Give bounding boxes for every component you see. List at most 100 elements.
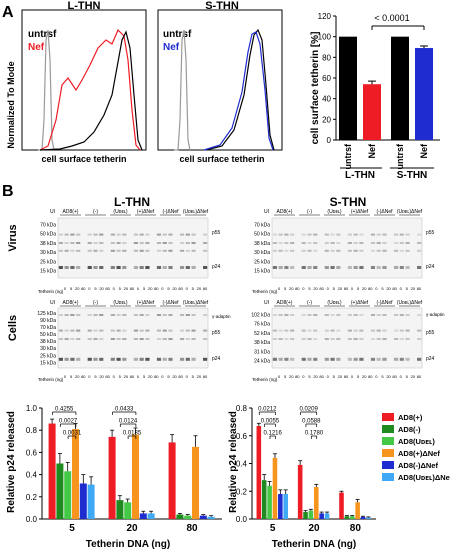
lane-dose-label: 5: [94, 374, 97, 379]
blot-band: [110, 249, 115, 252]
blot-band: [191, 314, 196, 316]
lane-group-label: (Uᴅᴇʟ): [113, 209, 128, 215]
flow-left-isotype-curve: [38, 29, 55, 151]
blot-band: [353, 329, 358, 332]
lane-dose-label: 0: [327, 374, 330, 379]
blot-band: [185, 233, 190, 236]
bar: [363, 84, 381, 140]
bar: [303, 512, 308, 519]
blot-band: [122, 357, 127, 361]
pvalue-label: 0.4255: [55, 407, 74, 413]
blot-band: [284, 233, 289, 236]
blot-band: [76, 338, 81, 340]
blot-membrane: [271, 307, 423, 369]
lane-group-label: (+)ΔNef: [137, 300, 155, 306]
blot-band: [93, 357, 98, 361]
pvalue-label: 0.0031: [63, 431, 82, 437]
blot-band: [324, 329, 329, 332]
blot-band: [336, 338, 341, 340]
blot-band: [307, 314, 312, 316]
blot-band: [405, 266, 410, 269]
blot-band: [64, 233, 69, 236]
flow-right-nef-curve: [203, 31, 274, 151]
blot-band: [110, 329, 115, 332]
lane-dose-label: 20: [172, 374, 177, 379]
blot-band: [116, 338, 121, 340]
legend-label: AD8(-)ΔNef: [398, 461, 438, 470]
blot-band: [64, 266, 69, 269]
lane-dose-label: 0: [278, 374, 281, 379]
x-tick-label: 5: [69, 523, 75, 534]
lane-group-label: (Uᴅᴇʟ)ΔNef: [397, 300, 423, 306]
lane-dose-label: 20: [386, 286, 391, 291]
flow-right-legend-untrsf: untrsf: [163, 29, 192, 40]
blot-band: [156, 338, 162, 340]
blot-band: [139, 249, 144, 252]
bar: [267, 485, 272, 519]
lane-dose-label: 80: [130, 286, 135, 291]
category-label: untrsf: [343, 143, 353, 170]
blot-band: [382, 314, 387, 316]
blot-band: [307, 329, 312, 332]
lane-dose-label: 0: [137, 374, 140, 379]
blot-band: [353, 314, 358, 316]
bar: [184, 515, 192, 519]
blot-band: [162, 329, 167, 332]
pvalue-label: 0.0055: [261, 419, 280, 425]
bar: [199, 515, 207, 519]
lane-dose-label: 80: [154, 374, 159, 379]
blot-membrane: [57, 217, 209, 279]
blot-band: [133, 242, 138, 244]
blot-band: [272, 314, 277, 316]
y-tick-label: 0: [327, 136, 332, 145]
y-tick-label: 120: [318, 12, 332, 21]
blot-band: [353, 338, 358, 340]
band-label-p55: p55: [426, 330, 435, 336]
tetherin-ng-label: Tetherin (ng): [252, 289, 278, 294]
lane-dose-label: 5: [192, 286, 195, 291]
kda-marker: 25 kDa: [254, 259, 270, 265]
blot-band: [203, 329, 208, 332]
lane-dose-label: 80: [81, 374, 86, 379]
bar: [360, 516, 366, 519]
blot-band: [58, 233, 63, 236]
x-tick-label: 20: [126, 523, 138, 534]
band-label-p55: p55: [426, 230, 435, 236]
flow-right-frame: [157, 9, 283, 151]
lane-dose-label: 20: [362, 374, 367, 379]
blot-band: [290, 242, 295, 244]
blot-band: [110, 266, 115, 269]
blot-band: [313, 329, 318, 332]
flow-left-untrsf-curve: [39, 30, 143, 151]
flow-right-title: S-THN: [205, 0, 239, 12]
bar: [339, 36, 357, 140]
blot-band: [64, 357, 69, 361]
blot-band: [301, 357, 306, 361]
blot-band: [87, 233, 92, 236]
lane-group-label: (-)ΔNef: [162, 209, 179, 215]
blot-band: [353, 266, 358, 269]
blot-band: [278, 329, 283, 332]
blot-band: [145, 242, 150, 244]
western-blots: Virus Cells L-THN S-THN UI AD8(+) (-) (Uᴅᴇʟ…: [7, 195, 445, 382]
lane-dose-label: 20: [75, 286, 80, 291]
blot-band: [116, 233, 121, 236]
blot-band: [76, 249, 81, 252]
blot-band: [93, 249, 98, 252]
blot-band: [284, 329, 289, 332]
bar: [72, 429, 79, 519]
pvalue-label: 0.0185: [123, 431, 142, 437]
blot-band: [399, 242, 404, 244]
blot-band: [70, 329, 75, 332]
row-label-cells: Cells: [7, 315, 19, 341]
blot-band: [87, 357, 92, 361]
blot-band: [405, 338, 410, 340]
blot-band: [353, 233, 358, 236]
lane-dose-label: 20: [289, 374, 294, 379]
blot-band: [278, 357, 283, 361]
lane-dose-label: 20: [148, 286, 153, 291]
lane-dose-label: 80: [154, 286, 159, 291]
blot-band: [278, 266, 283, 269]
lane-dose-label: 5: [143, 286, 146, 291]
